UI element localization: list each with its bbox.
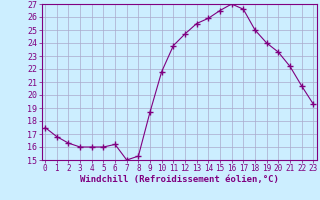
X-axis label: Windchill (Refroidissement éolien,°C): Windchill (Refroidissement éolien,°C) [80,175,279,184]
